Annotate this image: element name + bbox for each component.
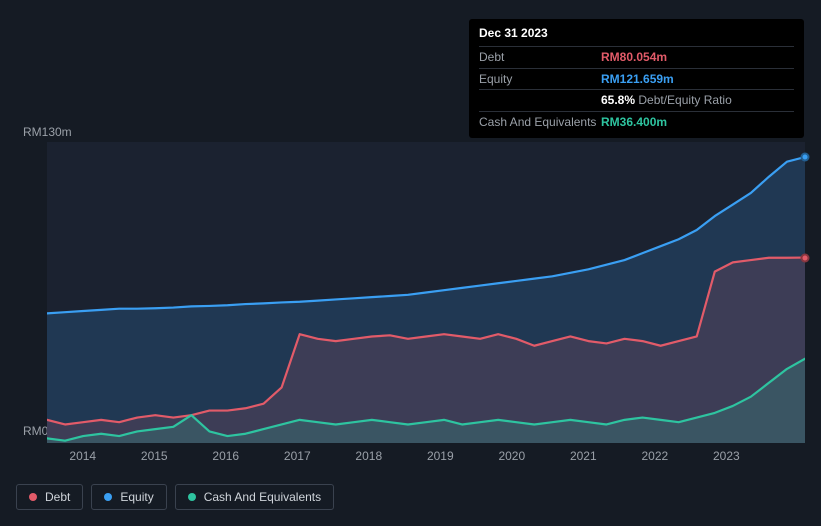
- chart-area[interactable]: [47, 142, 805, 443]
- legend-item-equity[interactable]: Equity: [91, 484, 166, 510]
- y-axis-min-label: RM0: [23, 424, 48, 438]
- tooltip-row-label: Cash And Equivalents: [479, 114, 601, 131]
- x-axis-tick-label: 2022: [641, 449, 668, 463]
- x-axis-tick-label: 2021: [570, 449, 597, 463]
- tooltip-row-label: Debt: [479, 49, 601, 66]
- tooltip-row-label: [479, 92, 601, 109]
- tooltip-row: Cash And EquivalentsRM36.400m: [479, 111, 794, 132]
- legend-dot-icon: [29, 493, 37, 501]
- x-axis-tick-label: 2017: [284, 449, 311, 463]
- tooltip-row: 65.8% Debt/Equity Ratio: [479, 89, 794, 110]
- legend-item-label: Equity: [120, 490, 153, 504]
- tooltip-row-value: RM80.054m: [601, 49, 794, 66]
- legend-item-label: Cash And Equivalents: [204, 490, 321, 504]
- x-axis-tick-label: 2014: [69, 449, 96, 463]
- legend-item-debt[interactable]: Debt: [16, 484, 83, 510]
- legend-dot-icon: [104, 493, 112, 501]
- legend-item-cash[interactable]: Cash And Equivalents: [175, 484, 334, 510]
- x-axis-tick-label: 2015: [141, 449, 168, 463]
- x-axis-tick-label: 2018: [355, 449, 382, 463]
- legend-dot-icon: [188, 493, 196, 501]
- y-axis-max-label: RM130m: [23, 125, 72, 139]
- tooltip-row: DebtRM80.054m: [479, 46, 794, 67]
- tooltip-row: EquityRM121.659m: [479, 68, 794, 89]
- x-axis-tick-label: 2023: [713, 449, 740, 463]
- x-axis-tick-label: 2020: [498, 449, 525, 463]
- series-end-marker: [801, 253, 810, 262]
- chart-svg: [47, 142, 805, 443]
- x-axis-tick-label: 2016: [212, 449, 239, 463]
- tooltip-row-value: RM36.400m: [601, 114, 794, 131]
- chart-tooltip: Dec 31 2023 DebtRM80.054mEquityRM121.659…: [469, 19, 804, 138]
- x-axis-tick-label: 2019: [427, 449, 454, 463]
- tooltip-row-value: RM121.659m: [601, 71, 794, 88]
- legend-item-label: Debt: [45, 490, 70, 504]
- tooltip-row-value: 65.8% Debt/Equity Ratio: [601, 92, 794, 109]
- tooltip-row-label: Equity: [479, 71, 601, 88]
- tooltip-title: Dec 31 2023: [479, 25, 794, 42]
- series-end-marker: [801, 153, 810, 162]
- x-axis-ticks: 2014 2015 2016 2017 2018 2019 2020 2021 2022 2023: [47, 449, 805, 465]
- chart-legend: Debt Equity Cash And Equivalents: [16, 484, 334, 510]
